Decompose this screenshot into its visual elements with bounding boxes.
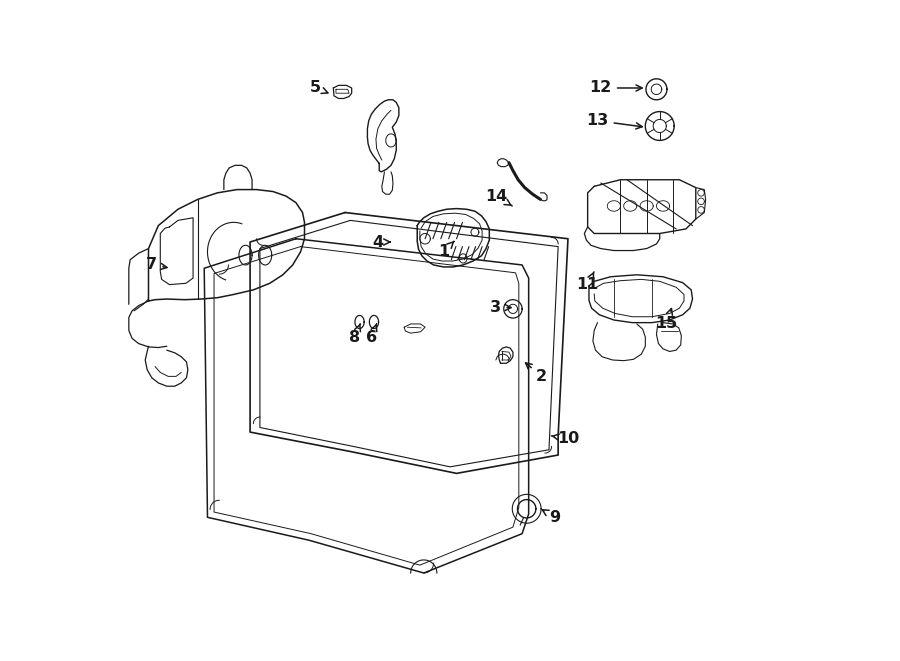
Text: 6: 6 (365, 324, 377, 344)
Text: 12: 12 (590, 81, 642, 95)
Text: 11: 11 (577, 272, 598, 292)
Text: 8: 8 (349, 324, 361, 344)
Text: 14: 14 (485, 188, 512, 206)
Text: 5: 5 (310, 81, 328, 95)
Text: 4: 4 (373, 235, 390, 249)
Text: 10: 10 (552, 431, 579, 446)
Text: 3: 3 (491, 300, 511, 315)
Text: 9: 9 (543, 510, 561, 525)
Text: 2: 2 (526, 363, 547, 384)
Text: 1: 1 (438, 241, 454, 259)
Text: 15: 15 (655, 309, 678, 331)
Text: 13: 13 (586, 113, 643, 129)
Text: 7: 7 (146, 257, 167, 272)
